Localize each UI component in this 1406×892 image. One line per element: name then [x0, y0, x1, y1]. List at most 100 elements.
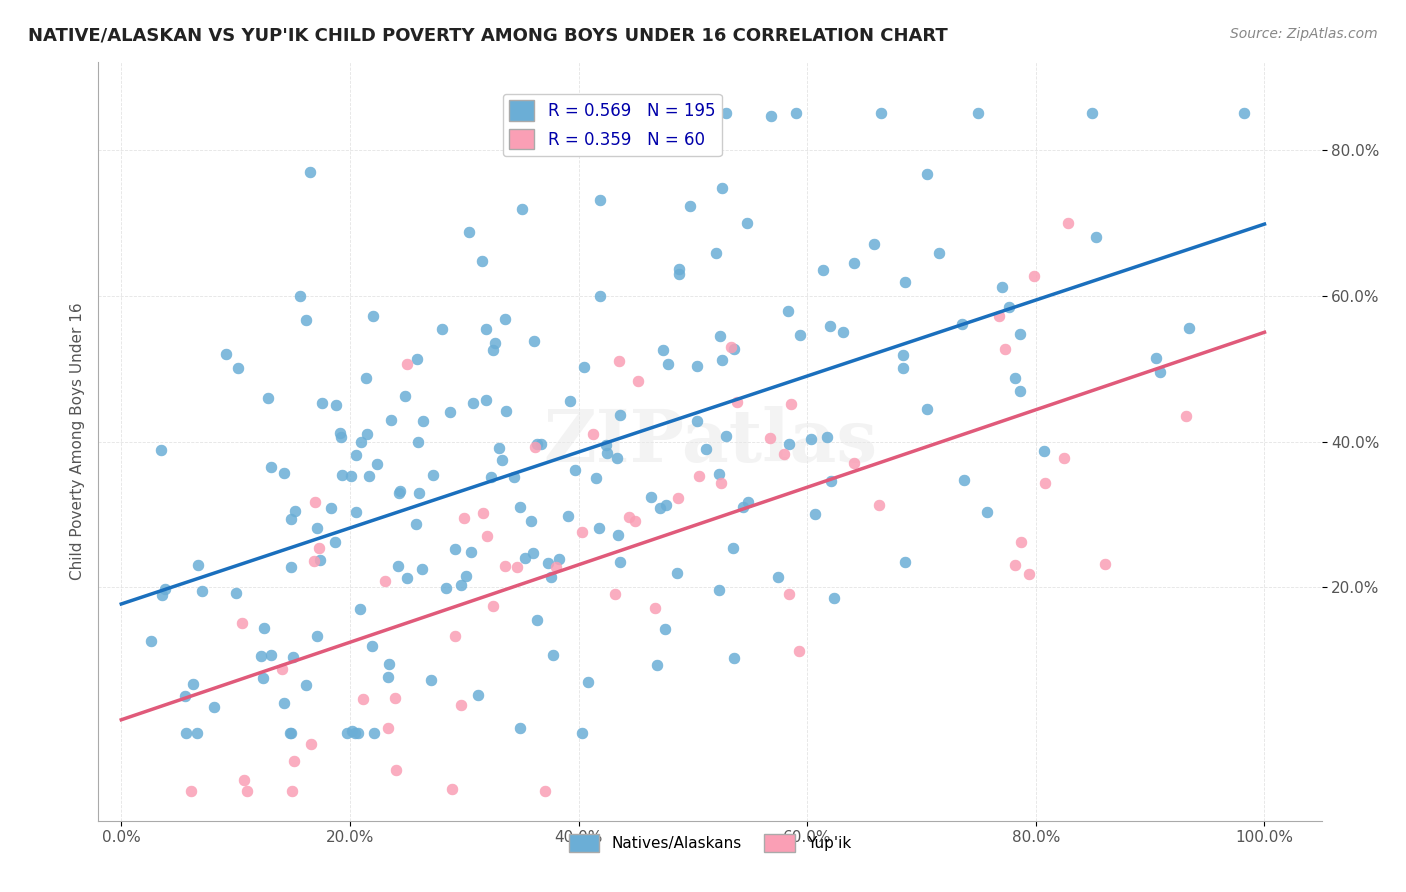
Point [335, 726, 357, 740]
Point [1004, 370, 1026, 384]
Point [776, 304, 799, 318]
Point [870, 106, 893, 120]
Point [475, 529, 498, 543]
Point [991, 280, 1014, 294]
Point [384, 690, 406, 705]
Point [377, 670, 399, 684]
Point [707, 583, 730, 598]
Point [190, 583, 212, 598]
Point [395, 571, 418, 585]
Point [494, 312, 516, 326]
Text: ZIPatlas: ZIPatlas [543, 406, 877, 477]
Point [354, 371, 377, 385]
Point [869, 498, 891, 512]
Point [305, 629, 328, 643]
Point [495, 404, 517, 418]
Point [723, 650, 745, 665]
Point [411, 562, 433, 576]
Point [994, 343, 1017, 357]
Point [1149, 365, 1171, 379]
Point [141, 633, 163, 648]
Point [377, 721, 399, 735]
Point [509, 721, 531, 735]
Point [537, 556, 560, 570]
Point [299, 737, 322, 751]
Point [307, 521, 329, 535]
Point [181, 677, 204, 691]
Point [491, 453, 513, 467]
Point [711, 181, 734, 195]
Point [609, 408, 631, 422]
Point [832, 326, 855, 340]
Point [607, 354, 630, 368]
Point [987, 309, 1010, 323]
Point [280, 560, 302, 574]
Point [789, 327, 811, 342]
Point [344, 448, 367, 462]
Point [344, 505, 367, 519]
Y-axis label: Child Poverty Among Boys Under 16: Child Poverty Among Boys Under 16 [69, 302, 84, 581]
Point [384, 764, 406, 778]
Point [533, 784, 555, 798]
Point [617, 509, 640, 524]
Point [645, 657, 668, 672]
Point [818, 319, 841, 334]
Point [1233, 106, 1256, 120]
Point [460, 544, 482, 558]
Point [155, 582, 177, 597]
Point [361, 309, 384, 323]
Point [308, 541, 330, 555]
Point [150, 442, 173, 457]
Point [582, 426, 605, 441]
Point [526, 613, 548, 627]
Point [330, 467, 353, 482]
Point [725, 395, 748, 409]
Point [595, 438, 617, 452]
Point [686, 414, 709, 428]
Point [509, 500, 531, 514]
Point [295, 313, 318, 327]
Point [309, 553, 332, 567]
Point [768, 570, 790, 584]
Point [506, 560, 529, 574]
Point [1010, 535, 1032, 549]
Point [679, 199, 702, 213]
Point [654, 622, 676, 636]
Point [347, 726, 370, 740]
Point [803, 508, 825, 522]
Point [603, 587, 626, 601]
Point [596, 446, 619, 460]
Point [187, 558, 209, 572]
Point [953, 473, 976, 487]
Point [1022, 268, 1045, 283]
Point [600, 106, 623, 120]
Text: Source: ZipAtlas.com: Source: ZipAtlas.com [1230, 27, 1378, 41]
Point [778, 587, 800, 601]
Point [915, 167, 938, 181]
Point [627, 374, 650, 388]
Point [606, 451, 628, 466]
Point [526, 436, 548, 450]
Point [686, 359, 709, 373]
Point [225, 586, 247, 600]
Point [457, 226, 479, 240]
Point [1094, 558, 1116, 572]
Point [475, 322, 498, 336]
Point [503, 469, 526, 483]
Point [339, 469, 361, 483]
Point [541, 648, 564, 662]
Point [467, 688, 489, 702]
Point [422, 468, 444, 483]
Point [329, 425, 352, 440]
Point [180, 784, 202, 798]
Point [439, 405, 461, 419]
Point [325, 398, 347, 412]
Point [1175, 409, 1198, 424]
Point [651, 343, 673, 357]
Point [524, 440, 547, 454]
Point [454, 569, 477, 583]
Point [842, 256, 865, 270]
Legend: Natives/Alaskans, Yup'ik: Natives/Alaskans, Yup'ik [562, 828, 858, 858]
Point [571, 524, 593, 539]
Point [284, 503, 307, 517]
